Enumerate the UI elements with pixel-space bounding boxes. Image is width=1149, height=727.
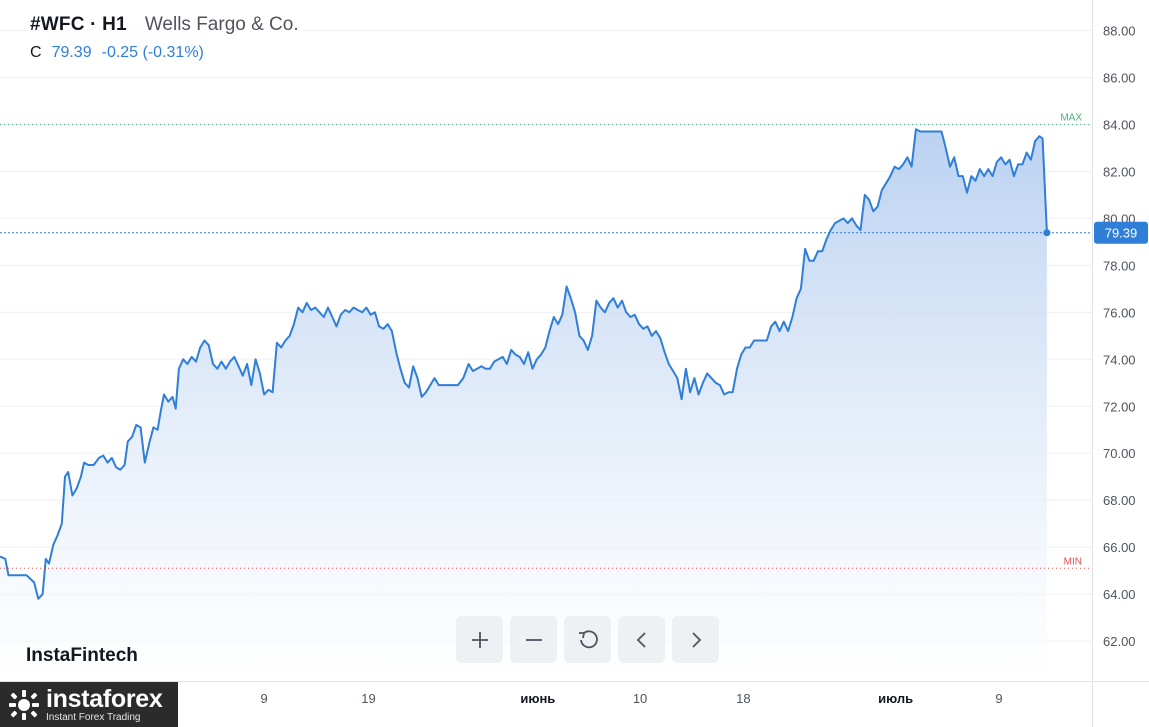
chevron-right-icon <box>691 631 701 648</box>
instaforex-logo[interactable]: instaforex Instant Forex Trading <box>0 682 178 727</box>
x-axis: 9 19 июнь 10 18 июль 9 <box>261 691 1003 706</box>
y-tick-label: 70.00 <box>1103 446 1136 461</box>
area-fill <box>0 129 1047 681</box>
logo-tagline: Instant Forex Trading <box>46 711 141 723</box>
symbol-label: #WFC · H1 <box>30 14 127 35</box>
logo-name: instaforex <box>46 684 163 713</box>
close-label: C <box>30 44 42 61</box>
logo-mark-icon <box>9 689 39 720</box>
x-tick-label: 9 <box>261 691 268 706</box>
y-tick-label: 84.00 <box>1103 117 1136 132</box>
price-area <box>0 128 1051 681</box>
x-tick-label: июль <box>878 691 913 706</box>
min-label: MIN <box>1064 556 1082 567</box>
last-point-marker <box>1043 229 1051 237</box>
y-tick-label: 82.00 <box>1103 164 1136 179</box>
chart-header: #WFC · H1 Wells Fargo & Co. C 79.39 -0.2… <box>26 12 303 64</box>
plus-icon <box>471 631 488 648</box>
reset-icon <box>578 629 598 648</box>
price-change: -0.25 (-0.31%) <box>101 44 204 61</box>
max-label: MAX <box>1060 112 1082 123</box>
y-tick-label: 74.00 <box>1103 352 1136 367</box>
scroll-left-button[interactable] <box>618 616 665 663</box>
y-tick-label: 78.00 <box>1103 258 1136 273</box>
minus-icon <box>525 638 542 641</box>
scroll-right-button[interactable] <box>672 616 719 663</box>
y-tick-label: 86.00 <box>1103 70 1136 85</box>
x-tick-label: 19 <box>361 691 375 706</box>
last-price-tag: 79.39 <box>1094 221 1148 244</box>
zoom-in-button[interactable] <box>456 616 503 663</box>
x-tick-label: 10 <box>633 691 647 706</box>
brand-watermark: InstaFintech <box>26 645 138 666</box>
chevron-left-icon <box>636 631 646 648</box>
chart-toolbar <box>456 616 719 663</box>
price-line <box>0 128 1048 600</box>
last-price-tag-text: 79.39 <box>1105 226 1138 241</box>
y-tick-label: 72.00 <box>1103 399 1136 414</box>
y-tick-label: 68.00 <box>1103 493 1136 508</box>
y-tick-label: 88.00 <box>1103 24 1136 39</box>
y-tick-label: 66.00 <box>1103 540 1136 555</box>
x-tick-label: июнь <box>520 691 555 706</box>
x-tick-label: 18 <box>736 691 750 706</box>
last-price-tag-bg <box>1094 221 1148 244</box>
company-name: Wells Fargo & Co. <box>144 14 299 35</box>
x-tick-label: 9 <box>995 691 1002 706</box>
y-tick-label: 64.00 <box>1103 587 1136 602</box>
reference-lines: MAX MIN <box>0 112 1092 569</box>
y-axis: 62.00 64.00 66.00 68.00 70.00 72.00 74.00 76.00… <box>1103 24 1136 650</box>
y-tick-label: 76.00 <box>1103 305 1136 320</box>
reset-button[interactable] <box>564 616 611 663</box>
zoom-out-button[interactable] <box>510 616 557 663</box>
last-price-value: 79.39 <box>51 44 92 61</box>
y-tick-label: 62.00 <box>1103 634 1136 649</box>
